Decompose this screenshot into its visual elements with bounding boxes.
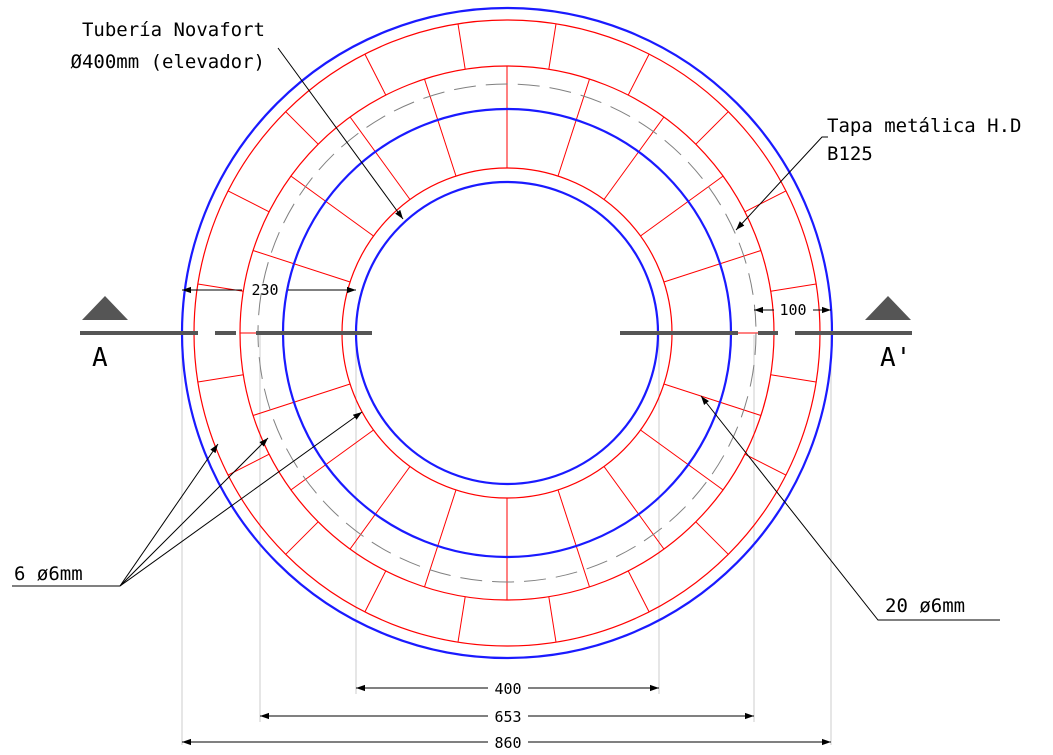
pipe-label-line1: Tubería Novafort (82, 19, 265, 41)
dim-400-text: 400 (494, 680, 521, 698)
cover-label-line2: B125 (827, 143, 873, 165)
rebar-radial-inner (663, 383, 762, 416)
rebar-radial-inner (640, 429, 724, 491)
rebar-radial-inner (290, 429, 374, 491)
rebar-6-leader-2 (119, 437, 269, 587)
rebar-radial-outer (457, 596, 466, 643)
rebar-radial-outer (285, 111, 319, 145)
rebar-radial-outer (627, 53, 650, 96)
pipe-leader-line (277, 47, 404, 220)
dim-100-text: 100 (779, 301, 806, 319)
rebar-radial-inner (424, 78, 457, 177)
rebar-radial-inner (603, 466, 665, 550)
rebar-radial-inner (557, 489, 590, 588)
section-arrow-right-icon (865, 296, 911, 320)
rebar-20-leader-line (700, 395, 1000, 621)
leader-lines (12, 47, 1000, 621)
rebar-6-leader-1 (119, 443, 219, 587)
rebar-radial-outer (744, 190, 787, 213)
rebar-radial-inner (252, 250, 351, 283)
rebar-radial-inner (557, 78, 590, 177)
rebar-20-label: 20 ø6mm (885, 595, 965, 617)
rebar-radial-outer (227, 190, 270, 213)
rebar-radial-inner (349, 116, 411, 200)
extension-lines (181, 335, 832, 745)
rebar-radials (197, 23, 817, 643)
rebar-radial-outer (770, 374, 817, 383)
rebar-radial-outer (364, 570, 387, 613)
rebar-radial-inner (349, 466, 411, 550)
rebar-radial-inner (424, 489, 457, 588)
rebar-radial-outer (197, 374, 244, 383)
rebar-radial-outer (695, 111, 729, 145)
dim-230-text: 230 (251, 281, 278, 299)
cover-leader-line (735, 136, 828, 231)
rebar-radial-outer (627, 570, 650, 613)
pipe-label-line2: Ø400mm (elevador) (71, 51, 265, 73)
rebar-radial-outer (457, 23, 466, 70)
section-label-right: A' (880, 343, 911, 373)
dim-653-text: 653 (494, 708, 521, 726)
section-label-left: A (92, 343, 108, 373)
rebar-radial-inner (640, 175, 724, 237)
rebar-radial-outer (770, 283, 817, 292)
rebar-radial-inner (603, 116, 665, 200)
rebar-radial-inner (663, 250, 762, 283)
rebar-radial-outer (364, 53, 387, 96)
rebar-radial-outer (285, 521, 319, 555)
rebar-radial-outer (548, 23, 557, 70)
rebar-6-label: 6 ø6mm (14, 563, 83, 585)
dim-860-text: 860 (494, 734, 521, 752)
rebar-radial-outer (548, 596, 557, 643)
pipe-circle (354, 180, 660, 486)
rebar-radial-outer (695, 521, 729, 555)
dimension-lines (182, 286, 831, 746)
rebar-6-leader-3 (119, 411, 363, 587)
rebar-radial-inner (252, 383, 351, 416)
section-arrow-left-icon (82, 296, 128, 320)
rebar-radial-outer (744, 453, 787, 476)
rebar-radial-inner (290, 175, 374, 237)
cover-label-line1: Tapa metálica H.D (827, 115, 1021, 137)
